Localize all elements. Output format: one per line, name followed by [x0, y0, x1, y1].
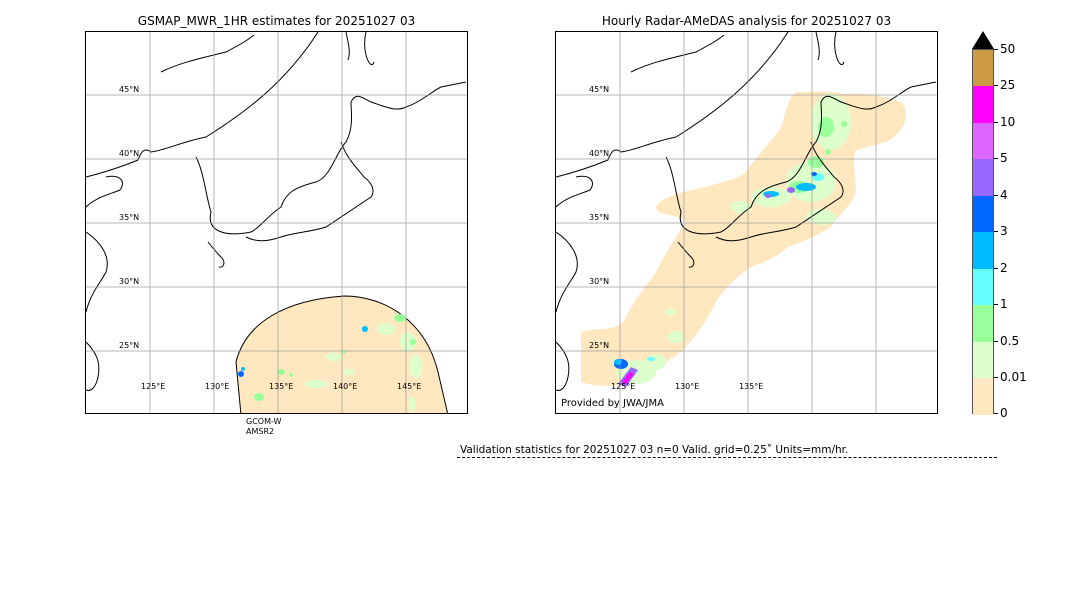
colorbar-seg-3-4	[973, 196, 993, 232]
colorbar-tick	[994, 304, 998, 305]
colorbar-seg-5-10	[973, 123, 993, 159]
right-lat-label-25: 25°N	[589, 341, 610, 350]
colorbar-extend-arrow	[972, 31, 994, 49]
colorbar-seg-4-5	[973, 159, 993, 196]
left-map-canvas	[86, 32, 467, 413]
right-lon-label-125: 125°E	[611, 382, 636, 391]
colorbar-label-4: 4	[1000, 188, 1008, 202]
left-lat-label-30: 30°N	[119, 277, 140, 286]
data-credit: Provided by JWA/JMA	[561, 398, 664, 409]
left-lon-label-130: 130°E	[205, 382, 230, 391]
colorbar-label-50: 50	[1000, 42, 1016, 56]
left-map-panel	[85, 31, 468, 414]
colorbar-tick	[994, 231, 998, 232]
coastlines	[556, 32, 937, 391]
precip-blobs	[238, 314, 422, 412]
right-map-title: Hourly Radar-AMeDAS analysis for 2025102…	[601, 14, 892, 28]
colorbar-tick	[994, 122, 998, 123]
colorbar-tick	[994, 195, 998, 196]
colorbar	[972, 49, 994, 415]
left-lat-label-45: 45°N	[119, 85, 140, 94]
left-lat-label-40: 40°N	[119, 149, 140, 158]
right-lat-label-30: 30°N	[589, 277, 610, 286]
right-lat-label-35: 35°N	[589, 213, 610, 222]
grid-lines	[86, 32, 467, 413]
colorbar-seg-25-50	[973, 50, 993, 86]
right-map-canvas	[556, 32, 937, 413]
colorbar-tick	[994, 413, 998, 414]
coastlines	[86, 32, 467, 391]
left-lon-label-125: 125°E	[141, 382, 166, 391]
colorbar-tick	[994, 377, 998, 378]
grid-lines	[556, 32, 937, 413]
colorbar-label-25: 25	[1000, 78, 1016, 92]
right-map-panel	[555, 31, 938, 414]
colorbar-label-2: 2	[1000, 261, 1008, 275]
satellite-label: GCOM-W AMSR2	[246, 417, 281, 437]
colorbar-label-0: 0	[1000, 406, 1008, 420]
left-lat-label-35: 35°N	[119, 213, 140, 222]
colorbar-tick	[994, 341, 998, 342]
colorbar-seg-001-05	[973, 342, 993, 378]
colorbar-label-0.5: 0.5	[1000, 334, 1020, 348]
left-lat-label-25: 25°N	[119, 341, 140, 350]
colorbar-label-0.01: 0.01	[1000, 370, 1027, 384]
rain-heavy	[614, 172, 824, 387]
validation-statistics: Validation statistics for 20251027 03 n=…	[460, 444, 849, 456]
left-lon-label-140: 140°E	[333, 382, 358, 391]
left-map-title: GSMAP_MWR_1HR estimates for 20251027 03	[137, 14, 416, 28]
radar-coverage	[581, 91, 906, 386]
colorbar-tick	[994, 158, 998, 159]
colorbar-seg-05-1	[973, 305, 993, 342]
validation-divider	[457, 457, 997, 458]
right-lat-label-45: 45°N	[589, 85, 610, 94]
colorbar-seg-0-001	[973, 378, 993, 415]
colorbar-seg-10-25	[973, 86, 993, 123]
colorbar-label-10: 10	[1000, 115, 1016, 129]
colorbar-tick	[994, 268, 998, 269]
colorbar-seg-2-3	[973, 232, 993, 269]
right-lon-label-135: 135°E	[739, 382, 764, 391]
right-lon-label-130: 130°E	[675, 382, 700, 391]
left-lon-label-145: 145°E	[397, 382, 422, 391]
colorbar-label-1: 1	[1000, 297, 1008, 311]
colorbar-tick	[994, 49, 998, 50]
colorbar-label-5: 5	[1000, 151, 1008, 165]
right-lat-label-40: 40°N	[589, 149, 610, 158]
colorbar-seg-1-2	[973, 269, 993, 305]
satellite-name: GCOM-W	[246, 417, 282, 426]
colorbar-tick	[994, 85, 998, 86]
left-lon-label-135: 135°E	[269, 382, 294, 391]
colorbar-label-3: 3	[1000, 224, 1008, 238]
sensor-name: AMSR2	[246, 427, 275, 436]
